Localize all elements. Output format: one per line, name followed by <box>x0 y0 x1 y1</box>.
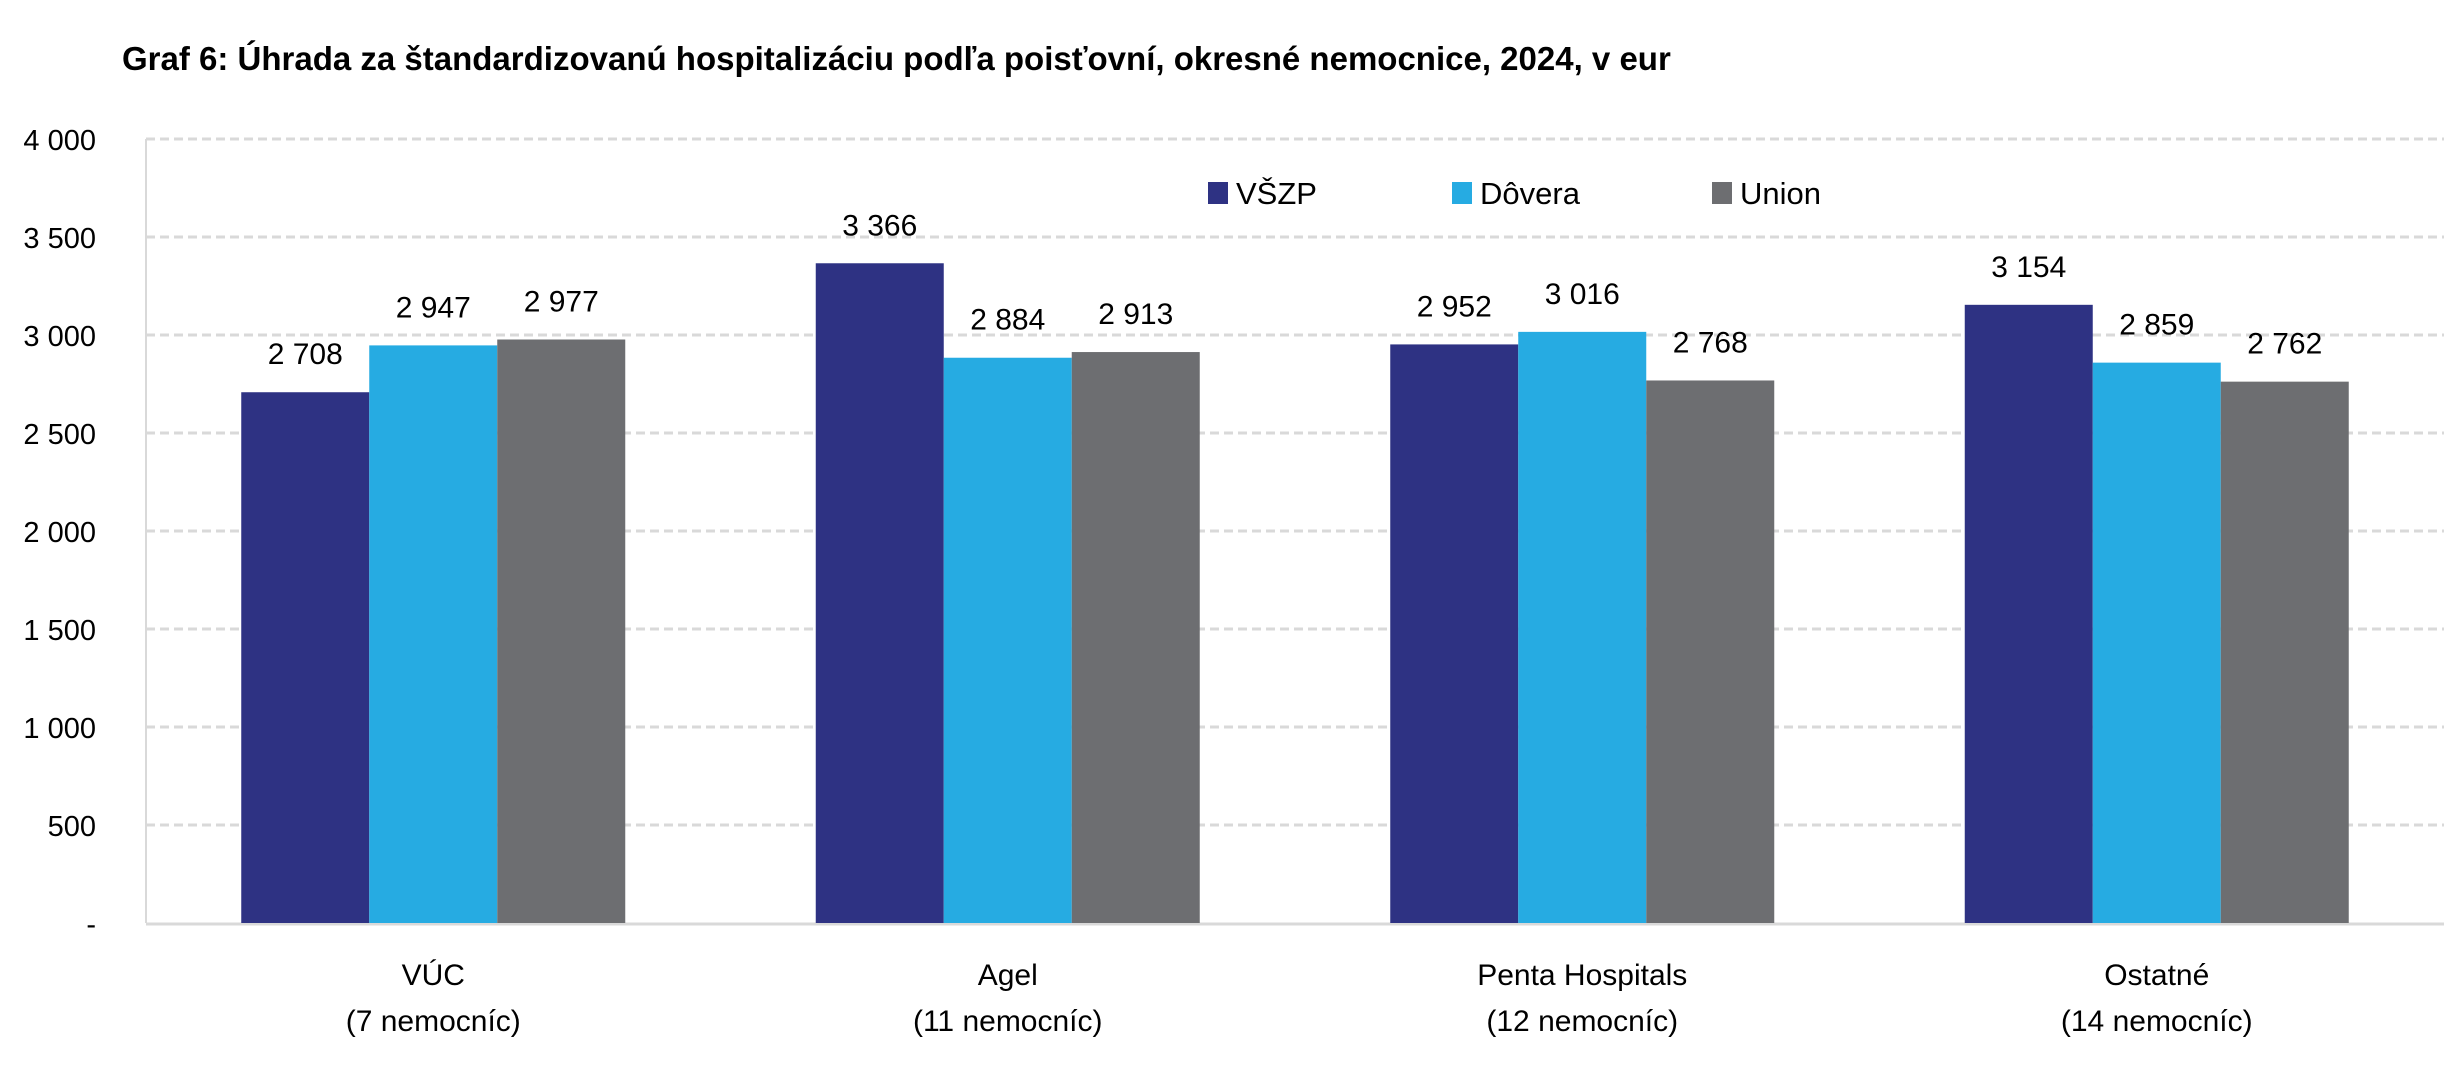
bar-dôvera <box>369 345 498 923</box>
y-tick-label: 3 000 <box>23 321 96 353</box>
legend-swatch <box>1452 182 1472 204</box>
data-label: 2 947 <box>396 291 471 324</box>
data-label: 2 913 <box>1098 298 1173 331</box>
bar-všzp <box>1964 304 2093 923</box>
data-label: 2 952 <box>1417 290 1492 323</box>
legend-swatch <box>1208 182 1228 204</box>
legend-label: Dôvera <box>1480 176 1581 211</box>
category-label: (14 nemocníc) <box>2061 1005 2253 1038</box>
legend: VŠZP Dôvera Union <box>1208 176 1821 211</box>
bar-dôvera <box>1518 331 1647 923</box>
data-label: 2 708 <box>268 338 343 371</box>
bar-všzp <box>241 392 370 923</box>
data-label: 3 366 <box>842 209 917 242</box>
chart-title: Graf 6: Úhrada za štandardizovanú hospit… <box>122 40 1671 77</box>
bar-union <box>2220 381 2349 923</box>
category-label: VÚC <box>402 959 465 992</box>
bars <box>241 263 2349 924</box>
y-tick-label: 2 000 <box>23 517 96 549</box>
y-tick-label: 4 000 <box>23 125 96 157</box>
y-tick-label: 3 500 <box>23 223 96 255</box>
axes: - 500 1 000 1 500 2 000 2 500 3 000 3 500 4 000 <box>23 125 2444 941</box>
bar-dôvera <box>2092 362 2221 923</box>
bar-union <box>1646 380 1775 923</box>
data-label: 2 762 <box>2247 328 2322 361</box>
data-label: 2 977 <box>524 286 599 319</box>
y-tick-label: 1 000 <box>23 713 96 745</box>
bar-union <box>497 339 626 923</box>
bar-všzp <box>815 263 944 923</box>
bar-všzp <box>1390 344 1519 924</box>
data-label: 3 154 <box>1991 251 2066 284</box>
category-label: Ostatné <box>2104 959 2209 992</box>
bar-dôvera <box>943 357 1072 924</box>
data-labels: 2 708 2 947 2 977 3 366 2 884 2 913 2 952 3 016… <box>268 209 2323 371</box>
data-label: 2 768 <box>1673 326 1748 359</box>
category-labels: VÚC (7 nemocníc) Agel (11 nemocníc) Penta Ho… <box>346 959 2253 1038</box>
y-tick-label: 2 500 <box>23 419 96 451</box>
category-label: (12 nemocníc) <box>1486 1005 1678 1038</box>
category-label: (11 nemocníc) <box>913 1005 1103 1038</box>
data-label: 2 859 <box>2119 309 2194 342</box>
legend-swatch <box>1712 182 1732 204</box>
category-label: Penta Hospitals <box>1477 959 1687 992</box>
legend-label: VŠZP <box>1236 176 1317 211</box>
bar-union <box>1071 352 1200 923</box>
data-label: 2 884 <box>970 304 1045 337</box>
y-tick-label: - <box>86 909 96 941</box>
legend-label: Union <box>1740 176 1821 211</box>
y-tick-label: 1 500 <box>23 615 96 647</box>
category-label: Agel <box>978 959 1038 992</box>
y-tick-label: 500 <box>48 811 96 843</box>
category-label: (7 nemocníc) <box>346 1005 521 1038</box>
data-label: 3 016 <box>1545 278 1620 311</box>
